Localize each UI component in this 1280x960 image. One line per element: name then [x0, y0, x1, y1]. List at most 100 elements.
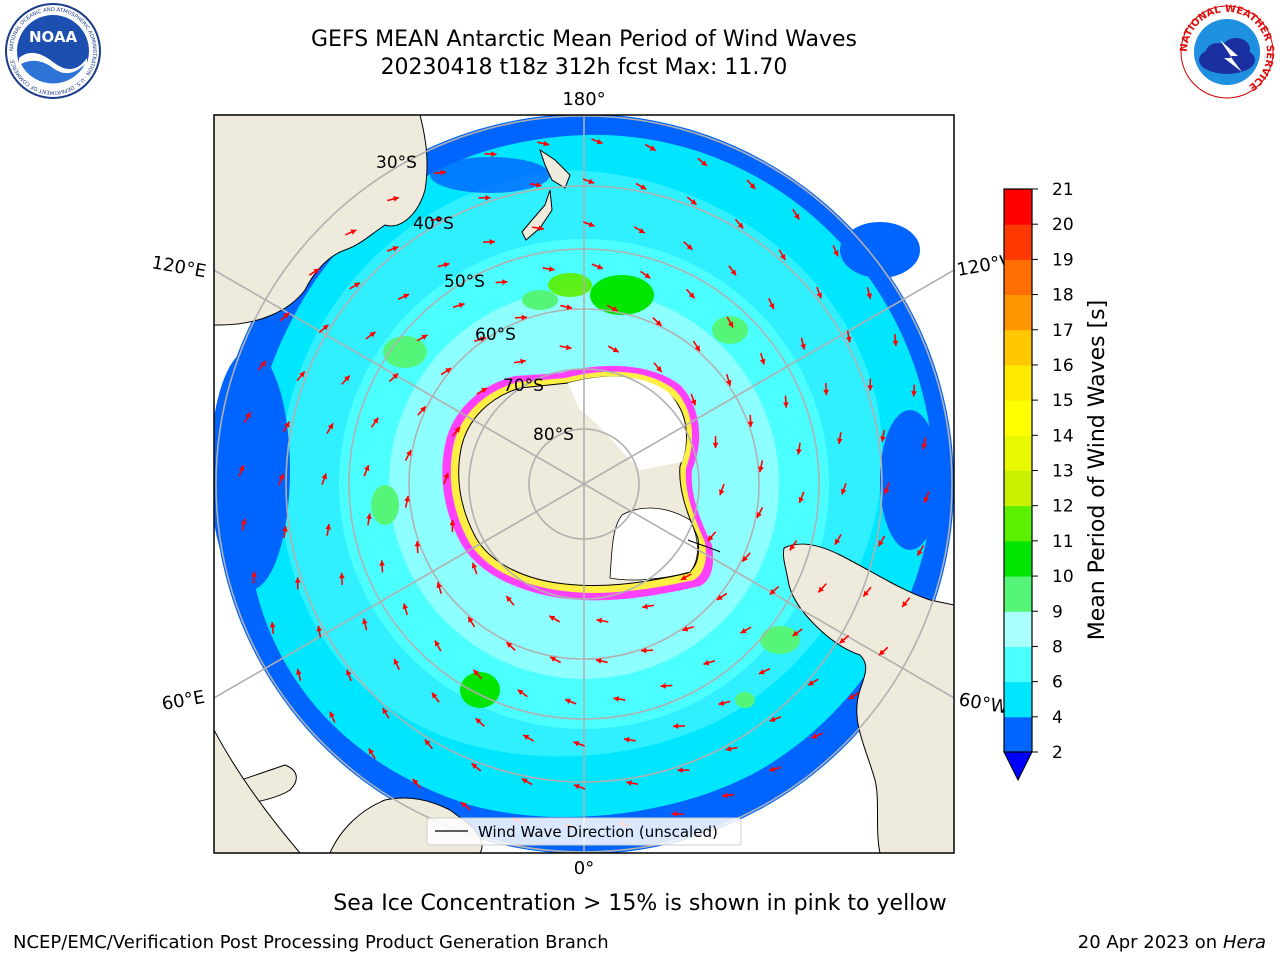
wave-arrow-head	[362, 618, 368, 625]
colorbar-bin	[1004, 611, 1032, 647]
colorbar-bin	[1004, 681, 1032, 718]
colorbar-bin	[1004, 364, 1032, 401]
map-frame	[213, 114, 955, 854]
wave-arrow-head	[690, 199, 697, 205]
wave-arrow-head	[834, 538, 841, 545]
wave-arrow-head	[550, 656, 557, 662]
wave-arrow-head	[792, 630, 799, 637]
colorbar: 2 4 6 8 9 10 11 12 13 14 15 16 17 18 19 20 21	[1003, 180, 1074, 782]
wave-arrow-head	[730, 269, 737, 276]
wave-arrow-head	[680, 574, 687, 580]
wave-arrow-head	[911, 391, 917, 397]
wave-arrow-head	[372, 417, 379, 424]
wave-arrow-head	[548, 266, 555, 272]
wave-arrow-head	[240, 518, 247, 525]
wave-arrow-head	[725, 379, 732, 386]
wave-arrow-head	[783, 402, 789, 408]
wave-arrow-head	[392, 246, 399, 252]
footer-host: Hera	[1222, 932, 1266, 953]
colorbar-tick-label: 8	[1052, 637, 1063, 657]
wave-arrow-head	[485, 194, 491, 201]
colorbar-tick-label: 12	[1052, 497, 1074, 517]
plot-title: GEFS MEAN Antarctic Mean Period of Wind …	[311, 27, 857, 52]
wave-arrow-head	[686, 244, 693, 250]
wave-arrow-head	[613, 696, 620, 702]
lat-label-70s: 70°S	[503, 376, 544, 396]
wave-arrow-head	[491, 151, 497, 157]
colorbar-tick-label: 16	[1052, 356, 1074, 376]
new-zealand-north-land	[539, 148, 571, 189]
wave-arrow-head	[393, 658, 399, 665]
wave-arrow-head	[440, 169, 447, 176]
colorbar-bin	[1004, 470, 1032, 507]
colorbar-tick-label: 4	[1052, 708, 1063, 728]
wave-arrow-head	[816, 292, 822, 299]
noaa-logo-icon: NOAA NATIONAL OCEANIC AND ATMOSPHERIC AD…	[5, 3, 101, 99]
wave-arrow-head	[769, 766, 775, 772]
wave-arrow-head	[638, 227, 645, 234]
wave-arrow-head	[489, 239, 496, 245]
wave-arrow-head	[354, 282, 361, 288]
wave-arrow-head	[716, 594, 723, 600]
colorbar-bin	[1004, 435, 1032, 471]
wave-arrow-head	[339, 572, 345, 579]
wave-arrow-head	[436, 582, 443, 589]
wave-arrow-head	[596, 617, 603, 624]
wave-arrow-head	[737, 222, 744, 229]
wave-arrow-head	[506, 596, 512, 602]
wave-arrow-head	[867, 385, 874, 391]
colorbar-tick-label: 13	[1052, 462, 1074, 482]
lat-label-30s: 30°S	[376, 153, 417, 173]
colorbar-bin	[1004, 505, 1032, 542]
colorbar-bin	[1004, 400, 1032, 436]
wave-arrow-head	[701, 160, 707, 166]
wave-arrow-head	[251, 571, 257, 577]
wave-arrow-head	[549, 615, 556, 621]
lon-label-60e: 60°E	[160, 687, 206, 715]
lat-label-40s: 40°S	[413, 214, 454, 234]
wave-arrow-head	[322, 324, 329, 331]
colorbar-tick-label: 11	[1052, 532, 1074, 552]
wave-arrow-head	[471, 562, 478, 569]
wave-arrow-head	[794, 213, 800, 220]
wave-arrow-head	[611, 306, 618, 312]
wave-arrow-head	[325, 523, 332, 530]
colorbar-bin	[1004, 646, 1032, 683]
wave-arrow-head	[420, 406, 426, 413]
wave-arrow-head	[344, 375, 350, 382]
wave-arrow-head	[449, 519, 456, 526]
lon-label-120e: 120°E	[150, 252, 208, 282]
colorbar-bin	[1004, 294, 1032, 331]
wave-arrow-head	[458, 302, 465, 309]
wave-arrow-head	[863, 590, 869, 597]
graticule	[214, 115, 954, 853]
colorbar-label: Mean Period of Wind Waves [s]	[1085, 300, 1110, 640]
sea-ice-caption: Sea Ice Concentration > 15% is shown in …	[333, 891, 947, 916]
wave-arrow-head	[721, 792, 728, 799]
wave-arrow-head	[725, 745, 732, 752]
wave-arrow-head	[612, 347, 619, 353]
colorbar-tick-label: 15	[1052, 391, 1074, 411]
wave-arrow-head	[878, 649, 885, 656]
wave-arrow-head	[712, 442, 719, 449]
wave-arrow-head	[688, 292, 695, 299]
wave-arrow-head	[727, 321, 734, 328]
wave-arrow-head	[623, 736, 630, 743]
wave-arrow-head	[566, 304, 573, 310]
lat-label-50s: 50°S	[444, 272, 485, 292]
colorbar-tick-label: 6	[1052, 673, 1063, 693]
wave-arrow-head	[756, 511, 762, 518]
wave-arrow-head	[921, 443, 928, 450]
wave-arrow-head	[404, 495, 410, 502]
wave-arrow-head	[283, 312, 290, 319]
wave-arrow-head	[848, 694, 855, 700]
wave-arrow-head	[269, 621, 276, 628]
colorbar-bin	[1004, 259, 1032, 296]
wave-arrow-head	[506, 642, 513, 648]
wave-arrow-head	[382, 707, 388, 714]
wave-arrow-head	[690, 399, 697, 406]
wave-arrow-head	[660, 683, 666, 689]
wave-arrow-head	[431, 692, 438, 699]
wave-arrow-head	[759, 358, 766, 365]
wave-arrow-head	[880, 436, 886, 442]
